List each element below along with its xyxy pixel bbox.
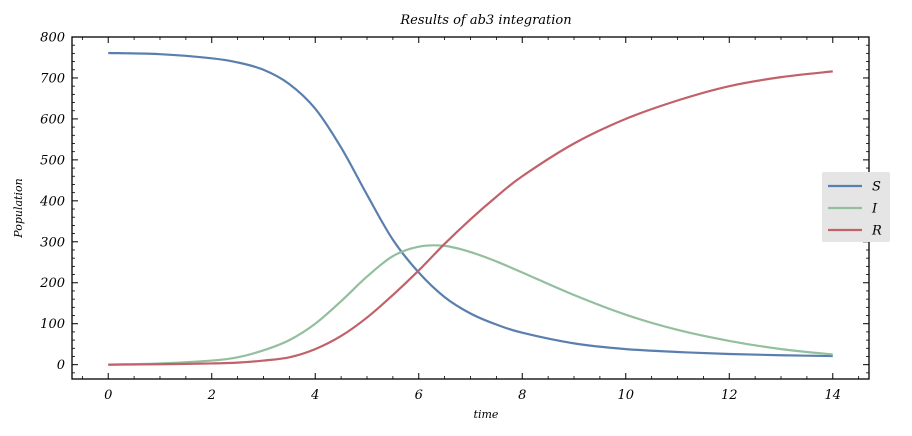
x-tick-label: 12 xyxy=(721,388,738,403)
x-axis-label: time xyxy=(474,408,499,421)
chart-title: Results of ab3 integration xyxy=(399,13,571,28)
legend-label-s: S xyxy=(872,180,881,195)
y-tick-label: 800 xyxy=(40,31,65,46)
x-tick-label: 8 xyxy=(518,388,526,403)
y-axis-label: Population xyxy=(12,178,25,238)
legend-label-i: I xyxy=(871,202,878,217)
series-line-s xyxy=(108,51,833,358)
y-tick-label: 200 xyxy=(39,276,65,291)
series-lines xyxy=(108,51,833,366)
x-tick-label: 4 xyxy=(310,388,319,403)
y-tick-label: 100 xyxy=(40,317,65,332)
series-line-r xyxy=(108,70,833,366)
x-tick-label: 14 xyxy=(824,388,841,403)
x-tick-label: 2 xyxy=(207,388,216,403)
y-tick-label: 0 xyxy=(57,358,65,373)
axis-ticks: 0 2 4 6 8 10 12 14 0 100 200 300 400 500 600 700 800 xyxy=(39,31,869,403)
series-line-i xyxy=(108,244,833,366)
y-tick-label: 400 xyxy=(39,194,65,209)
plot-frame xyxy=(71,36,870,380)
x-tick-label: 0 xyxy=(104,388,112,403)
y-tick-label: 500 xyxy=(40,153,65,168)
x-tick-label: 6 xyxy=(415,388,423,403)
legend: SIR xyxy=(822,172,890,242)
y-tick-label: 700 xyxy=(40,71,65,86)
legend-label-r: R xyxy=(871,224,882,239)
x-tick-label: 10 xyxy=(617,388,634,403)
y-tick-label: 600 xyxy=(40,112,65,127)
y-tick-label: 300 xyxy=(40,235,65,250)
